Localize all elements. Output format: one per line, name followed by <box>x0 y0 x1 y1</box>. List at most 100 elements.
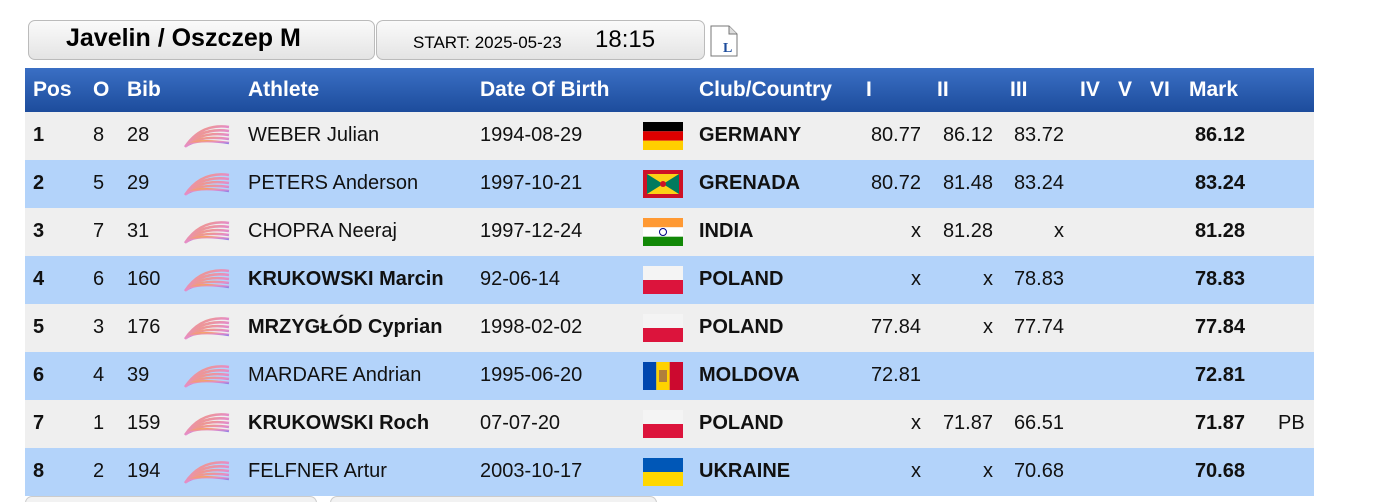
position: 7 <box>33 412 45 434</box>
column-header: VI <box>1150 78 1170 101</box>
event-logo <box>183 221 230 244</box>
event-logo <box>183 413 230 436</box>
country: UKRAINE <box>699 460 791 482</box>
position: 3 <box>33 220 45 242</box>
flag <box>643 362 683 390</box>
attempt: 80.77 <box>870 124 921 146</box>
bib: 29 <box>127 172 150 194</box>
athlete: WEBER Julian <box>248 124 380 146</box>
pdf-icon[interactable]: L <box>708 24 740 58</box>
attempt: 83.24 <box>1013 172 1064 194</box>
mark: 83.24 <box>1194 172 1245 194</box>
athlete: KRUKOWSKI Roch <box>248 412 430 434</box>
attempt: 70.68 <box>1013 460 1064 482</box>
country: GRENADA <box>699 172 801 194</box>
athlete: PETERS Anderson <box>248 172 419 194</box>
attempt: 83.72 <box>1013 124 1064 146</box>
bottom-button[interactable] <box>330 496 657 502</box>
column-header: Athlete <box>248 78 320 101</box>
mark: 71.87 <box>1194 412 1245 434</box>
column-header: Pos <box>33 78 72 101</box>
country: POLAND <box>699 268 784 290</box>
event-logo <box>183 317 230 340</box>
column-header: II <box>937 78 949 101</box>
order: 5 <box>93 172 105 194</box>
country: MOLDOVA <box>699 364 800 386</box>
attempt: 78.83 <box>1013 268 1064 290</box>
event-title: Javelin / Oszczep M <box>66 24 301 52</box>
date-of-birth: 92-06-14 <box>480 268 561 290</box>
table-header <box>25 68 1314 112</box>
attempt: 72.81 <box>870 364 921 386</box>
event-logo <box>183 365 230 388</box>
attempt: 80.72 <box>870 172 921 194</box>
date-of-birth: 1997-10-21 <box>480 172 583 194</box>
order: 1 <box>93 412 105 434</box>
event-logo <box>183 269 230 292</box>
attempt: 71.87 <box>942 412 993 434</box>
column-header: Club/Country <box>699 78 832 101</box>
attempt: 77.74 <box>1013 316 1064 338</box>
flag <box>643 170 683 198</box>
start-time: 18:15 <box>595 26 656 53</box>
attempt: x <box>911 460 921 482</box>
flag <box>643 458 683 486</box>
flag <box>643 314 683 342</box>
mark: 86.12 <box>1194 124 1245 146</box>
bib: 176 <box>127 316 161 338</box>
country: POLAND <box>699 316 784 338</box>
mark: 77.84 <box>1194 316 1245 338</box>
event-button[interactable] <box>28 20 375 60</box>
bib: 160 <box>127 268 161 290</box>
country: GERMANY <box>699 124 802 146</box>
event-logo <box>183 125 230 148</box>
column-header: O <box>93 78 110 101</box>
mark: 70.68 <box>1194 460 1245 482</box>
athlete: CHOPRA Neeraj <box>248 220 397 242</box>
column-header: Mark <box>1189 78 1239 101</box>
flag <box>643 122 683 150</box>
order: 7 <box>93 220 105 242</box>
flag <box>643 266 683 294</box>
column-header: I <box>866 78 872 101</box>
bib: 39 <box>127 364 150 386</box>
attempt: x <box>983 316 993 338</box>
flag <box>643 410 683 438</box>
column-header: Bib <box>127 78 161 101</box>
start-label: START: 2025-05-23 <box>413 33 562 52</box>
bib: 28 <box>127 124 150 146</box>
date-of-birth: 2003-10-17 <box>480 460 583 482</box>
athlete: FELFNER Artur <box>248 460 387 482</box>
country: POLAND <box>699 412 784 434</box>
athlete: MARDARE Andrian <box>248 364 422 386</box>
date-of-birth: 1997-12-24 <box>480 220 583 242</box>
order: 6 <box>93 268 105 290</box>
date-of-birth: 07-07-20 <box>480 412 561 434</box>
attempt: x <box>1054 220 1064 242</box>
attempt: 86.12 <box>942 124 993 146</box>
event-logo <box>183 173 230 196</box>
position: 2 <box>33 172 45 194</box>
attempt: 77.84 <box>870 316 921 338</box>
svg-text:L: L <box>723 41 732 56</box>
order: 2 <box>93 460 105 482</box>
order: 8 <box>93 124 105 146</box>
position: 1 <box>33 124 45 146</box>
mark: 81.28 <box>1194 220 1245 242</box>
column-header: Date Of Birth <box>480 78 610 101</box>
position: 6 <box>33 364 45 386</box>
attempt: x <box>911 412 921 434</box>
bib: 159 <box>127 412 161 434</box>
column-header: V <box>1118 78 1133 101</box>
start-box <box>376 20 705 60</box>
flag <box>643 218 683 246</box>
attempt: x <box>983 460 993 482</box>
date-of-birth: 1995-06-20 <box>480 364 583 386</box>
bottom-button[interactable] <box>25 496 317 502</box>
column-header: IV <box>1080 78 1100 101</box>
mark: 78.83 <box>1194 268 1245 290</box>
attempt: x <box>983 268 993 290</box>
order: 4 <box>93 364 105 386</box>
event-logo <box>183 461 230 484</box>
attempt: 81.48 <box>942 172 993 194</box>
